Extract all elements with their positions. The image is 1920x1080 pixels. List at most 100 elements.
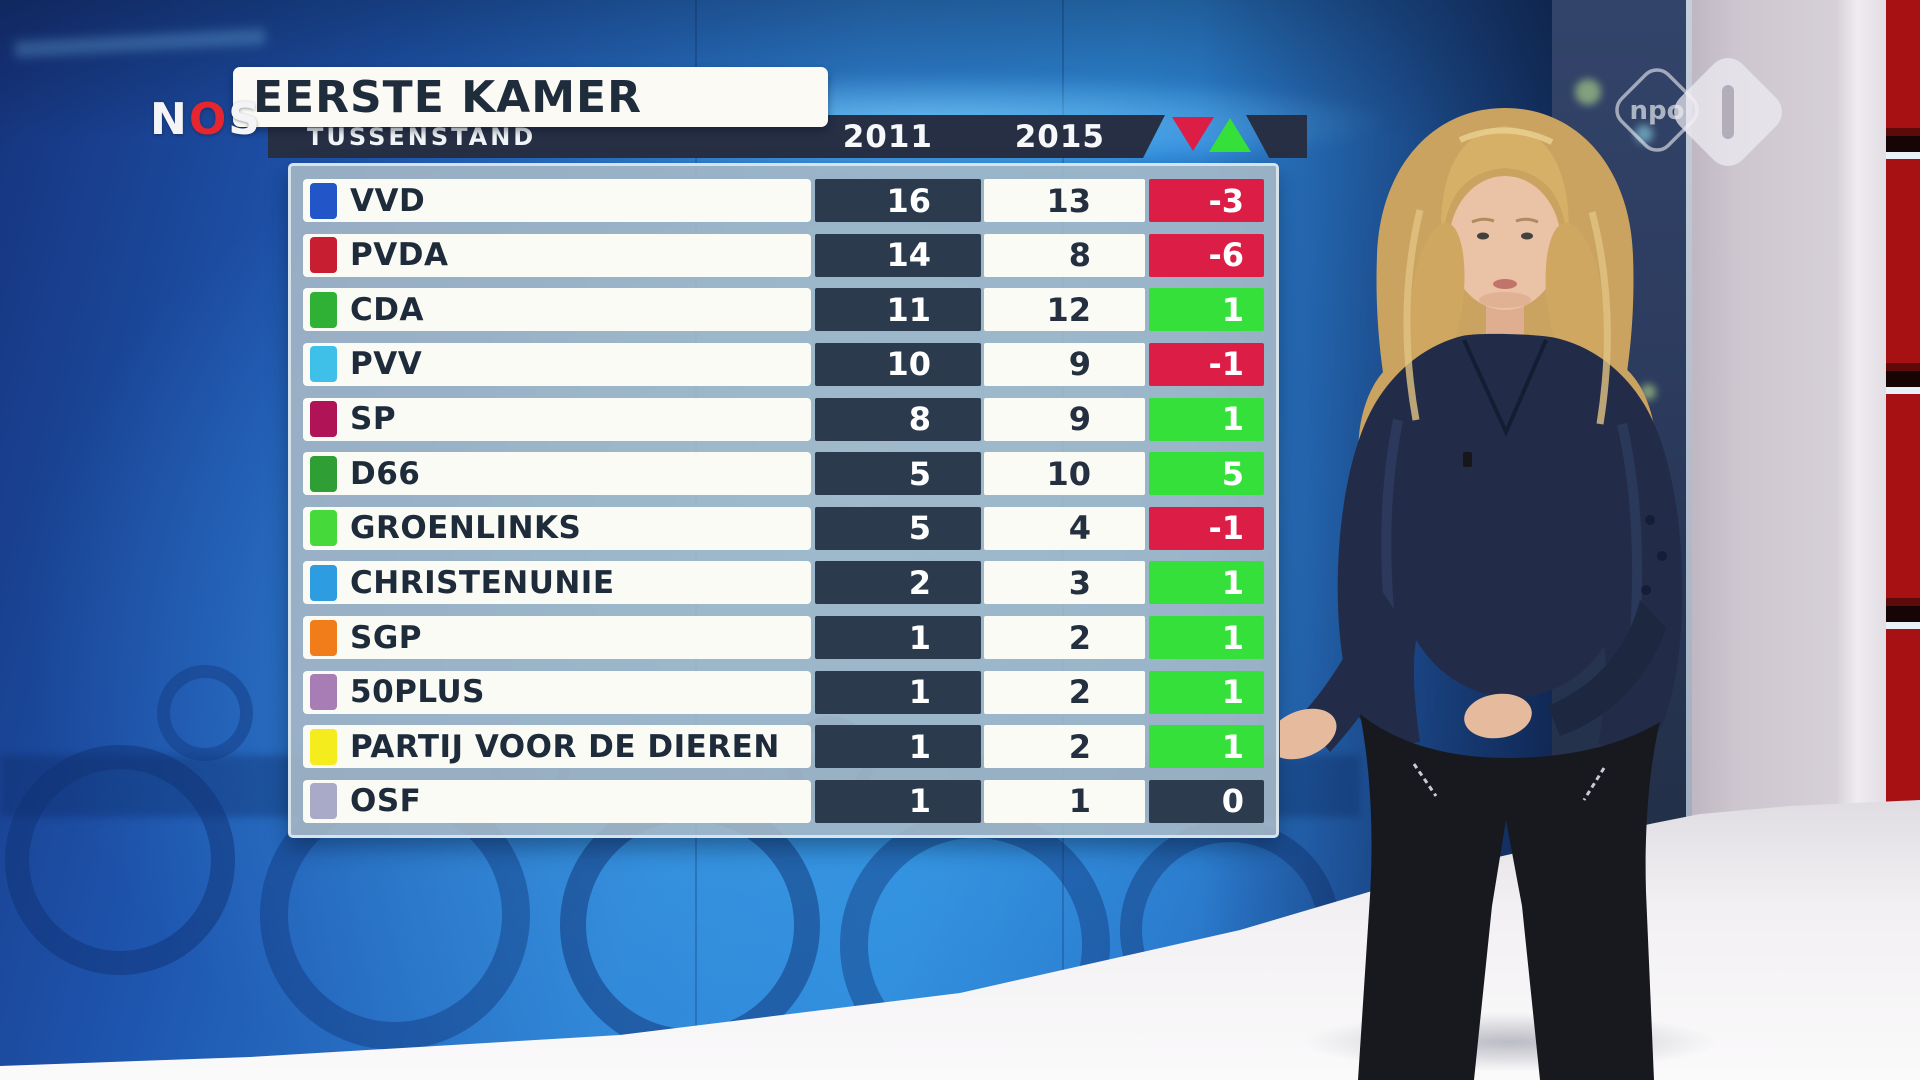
party-cell: CDA [303, 288, 811, 332]
table-rows: VVD 16 13 -3 PVDA 14 8 -6 CDA [303, 179, 1264, 823]
party-cell: PARTIJ VOOR DE DIEREN [303, 725, 811, 769]
triangle-down-icon [1172, 117, 1214, 151]
seats-2015-cell: 1 [984, 779, 1145, 823]
party-name: PARTIJ VOOR DE DIEREN [350, 728, 780, 765]
diff-cell: -1 [1149, 506, 1264, 550]
seats-2015: 10 [1046, 454, 1091, 493]
party-cell: 50PLUS [303, 670, 811, 714]
scoreboard-title: EERSTE KAMER [253, 71, 642, 123]
seats-2015-cell: 8 [984, 233, 1145, 277]
seats-2015: 2 [1068, 727, 1091, 766]
seats-2011: 10 [886, 345, 931, 384]
party-cell: CHRISTENUNIE [303, 561, 811, 605]
seats-2011: 5 [908, 454, 931, 493]
table-row: VVD 16 13 -3 [303, 179, 1264, 222]
table-row: SP 8 9 1 [303, 397, 1264, 441]
npo-channel-1-icon [1722, 85, 1734, 139]
presenter-pants [1358, 714, 1660, 1080]
seats-2011: 5 [908, 509, 931, 548]
presenter-face [1449, 176, 1561, 310]
lavalier-mic [1463, 452, 1472, 467]
seats-2015: 4 [1068, 509, 1091, 548]
party-name: PVDA [350, 237, 449, 274]
diff-cell: 1 [1149, 725, 1264, 769]
column-header-2011: 2011 [842, 118, 933, 155]
scoreboard-title-box: EERSTE KAMER [233, 67, 828, 127]
diff-cell: 1 [1149, 616, 1264, 659]
seats-2015: 12 [1046, 290, 1091, 329]
seats-2015-cell: 2 [984, 725, 1145, 769]
circle-decoration [5, 745, 235, 975]
nos-logo: NOS [150, 94, 262, 145]
diff-value: 1 [1221, 673, 1244, 712]
party-name: VVD [350, 182, 426, 219]
seats-2015-cell: 4 [984, 506, 1145, 550]
party-cell: SGP [303, 616, 811, 659]
seats-2015-cell: 2 [984, 670, 1145, 714]
party-color-swatch [310, 674, 337, 711]
party-name: GROENLINKS [350, 510, 582, 547]
diff-value: 1 [1221, 727, 1244, 766]
party-name: PVV [350, 346, 423, 383]
table-row: PVV 10 9 -1 [303, 342, 1264, 386]
table-row: CDA 11 12 1 [303, 288, 1264, 332]
party-name: SGP [350, 619, 422, 656]
diff-value: 5 [1221, 454, 1244, 493]
seats-2011: 1 [908, 618, 931, 657]
table-row: 50PLUS 1 2 1 [303, 670, 1264, 714]
diff-cell: -3 [1149, 179, 1264, 222]
party-color-swatch [310, 455, 337, 492]
party-name: CHRISTENUNIE [350, 564, 615, 601]
table-row: GROENLINKS 5 4 -1 [303, 506, 1264, 550]
diff-value: 1 [1221, 290, 1244, 329]
seats-2015: 9 [1068, 400, 1091, 438]
diff-cell: 5 [1149, 452, 1264, 496]
table-row: CHRISTENUNIE 2 3 1 [303, 561, 1264, 605]
seats-2011-cell: 1 [815, 779, 981, 823]
party-cell: OSF [303, 779, 811, 823]
table-row: PVDA 14 8 -6 [303, 233, 1264, 277]
seats-2015: 9 [1068, 345, 1091, 384]
diff-value: 1 [1221, 563, 1244, 602]
seats-2011-cell: 10 [815, 342, 981, 386]
party-cell: PVV [303, 342, 811, 386]
seats-2011: 2 [908, 563, 931, 602]
presenter-hand [1464, 693, 1532, 739]
diff-value: -3 [1208, 181, 1244, 220]
party-cell: GROENLINKS [303, 506, 811, 550]
seats-2015: 8 [1068, 236, 1091, 275]
table-row: D66 5 10 5 [303, 452, 1264, 496]
diff-cell: -1 [1149, 342, 1264, 386]
presenter [1280, 108, 1683, 1080]
seats-2011-cell: 5 [815, 452, 981, 496]
party-name: OSF [350, 783, 422, 820]
diff-cell: 1 [1149, 288, 1264, 332]
party-name: 50PLUS [350, 674, 486, 711]
column-header-2015: 2015 [1014, 118, 1105, 155]
party-color-swatch [310, 564, 337, 601]
seats-2015-cell: 12 [984, 288, 1145, 332]
seats-2011: 8 [908, 400, 931, 438]
party-color-swatch [310, 237, 337, 274]
seats-2011-cell: 1 [815, 725, 981, 769]
seats-2011-cell: 16 [815, 179, 981, 222]
party-name: CDA [350, 291, 424, 328]
presenter-hand [1280, 708, 1337, 760]
seats-2015-cell: 13 [984, 179, 1145, 222]
table-row: PARTIJ VOOR DE DIEREN 1 2 1 [303, 725, 1264, 769]
diff-value: -1 [1208, 345, 1244, 384]
seats-2015-cell: 9 [984, 342, 1145, 386]
seats-2011-cell: 1 [815, 670, 981, 714]
seats-2011: 1 [908, 782, 931, 821]
npo-watermark: npo [1615, 58, 1782, 166]
seats-2015: 3 [1068, 563, 1091, 602]
table-row: SGP 1 2 1 [303, 616, 1264, 659]
seats-2011: 11 [886, 290, 931, 329]
circle-decoration [157, 665, 253, 761]
diff-value: 0 [1221, 782, 1244, 821]
party-color-swatch [310, 728, 337, 765]
party-color-swatch [310, 401, 337, 437]
seats-2015: 1 [1068, 782, 1091, 821]
diff-cell: -6 [1149, 233, 1264, 277]
